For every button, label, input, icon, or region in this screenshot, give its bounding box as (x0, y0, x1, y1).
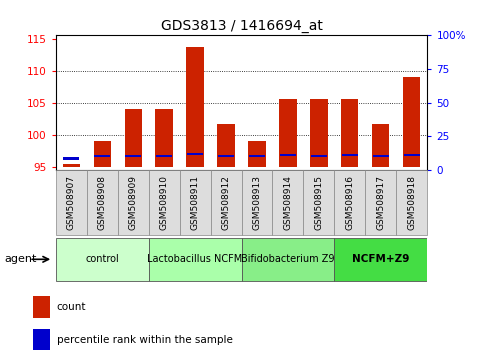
FancyBboxPatch shape (242, 238, 334, 281)
Bar (125, 109, 142, 167)
Text: agent: agent (5, 254, 37, 264)
Text: GSM508907: GSM508907 (67, 175, 75, 230)
Text: GSM508918: GSM508918 (408, 175, 416, 230)
FancyBboxPatch shape (303, 170, 334, 235)
FancyBboxPatch shape (272, 170, 303, 235)
FancyBboxPatch shape (56, 170, 86, 235)
Bar (156, 109, 172, 167)
Bar (341, 99, 358, 167)
Text: NCFM+Z9: NCFM+Z9 (352, 254, 410, 264)
Text: GSM508917: GSM508917 (376, 175, 385, 230)
Text: GSM508913: GSM508913 (253, 175, 261, 230)
Text: GSM508908: GSM508908 (98, 175, 107, 230)
Text: GSM508916: GSM508916 (345, 175, 355, 230)
Bar (373, 155, 389, 157)
Text: GSM508912: GSM508912 (222, 175, 230, 230)
FancyBboxPatch shape (334, 238, 427, 281)
Bar (311, 99, 327, 167)
Text: GSM508910: GSM508910 (159, 175, 169, 230)
Title: GDS3813 / 1416694_at: GDS3813 / 1416694_at (160, 19, 323, 33)
Text: GSM508914: GSM508914 (284, 175, 293, 230)
Text: GSM508909: GSM508909 (128, 175, 138, 230)
FancyBboxPatch shape (149, 238, 242, 281)
Text: GSM508915: GSM508915 (314, 175, 324, 230)
Bar (248, 141, 266, 167)
FancyBboxPatch shape (86, 170, 117, 235)
Bar (280, 99, 297, 167)
Bar (186, 47, 203, 167)
Bar (372, 124, 389, 167)
Bar (217, 124, 235, 167)
Bar (342, 154, 358, 156)
Text: count: count (57, 302, 86, 312)
Bar (63, 158, 79, 160)
Text: Lactobacillus NCFM: Lactobacillus NCFM (147, 254, 242, 264)
FancyBboxPatch shape (180, 170, 211, 235)
Bar (280, 154, 296, 156)
Bar (218, 155, 234, 157)
FancyBboxPatch shape (149, 170, 180, 235)
FancyBboxPatch shape (334, 170, 366, 235)
Bar (311, 155, 327, 157)
Bar (62, 164, 80, 167)
Bar (94, 141, 111, 167)
Text: GSM508911: GSM508911 (190, 175, 199, 230)
FancyBboxPatch shape (366, 170, 397, 235)
Bar (187, 153, 203, 155)
FancyBboxPatch shape (117, 170, 149, 235)
FancyBboxPatch shape (211, 170, 242, 235)
Text: percentile rank within the sample: percentile rank within the sample (57, 335, 233, 345)
Bar (249, 155, 265, 157)
FancyBboxPatch shape (242, 170, 272, 235)
FancyBboxPatch shape (56, 238, 149, 281)
Bar (94, 155, 110, 157)
Bar (156, 155, 172, 157)
Text: Bifidobacterium Z9: Bifidobacterium Z9 (241, 254, 335, 264)
Bar (33, 296, 50, 318)
Bar (125, 155, 141, 157)
Text: control: control (85, 254, 119, 264)
Bar (403, 77, 421, 167)
FancyBboxPatch shape (397, 170, 427, 235)
Bar (404, 154, 420, 156)
Bar (33, 329, 50, 350)
